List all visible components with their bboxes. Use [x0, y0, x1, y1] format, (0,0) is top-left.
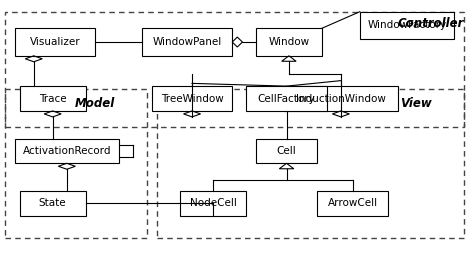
FancyBboxPatch shape	[15, 28, 95, 56]
FancyBboxPatch shape	[19, 191, 86, 216]
FancyBboxPatch shape	[180, 191, 246, 216]
Text: WindowPanel: WindowPanel	[153, 37, 222, 47]
FancyBboxPatch shape	[284, 86, 398, 111]
Text: InductionWindow: InductionWindow	[296, 94, 386, 104]
FancyBboxPatch shape	[19, 86, 86, 111]
FancyBboxPatch shape	[246, 86, 327, 111]
Text: WindowFactory: WindowFactory	[367, 20, 447, 30]
Text: NodeCell: NodeCell	[190, 198, 237, 208]
Text: View: View	[401, 97, 432, 110]
FancyBboxPatch shape	[256, 28, 322, 56]
FancyBboxPatch shape	[143, 28, 232, 56]
Text: Cell: Cell	[277, 146, 296, 156]
Text: CellFactory: CellFactory	[258, 94, 315, 104]
Text: State: State	[39, 198, 66, 208]
Text: TreeWindow: TreeWindow	[161, 94, 223, 104]
Text: ActivationRecord: ActivationRecord	[23, 146, 111, 156]
Text: Controller: Controller	[398, 17, 464, 30]
Text: ArrowCell: ArrowCell	[328, 198, 378, 208]
FancyBboxPatch shape	[360, 12, 454, 39]
Text: Visualizer: Visualizer	[30, 37, 80, 47]
FancyBboxPatch shape	[15, 138, 119, 163]
FancyBboxPatch shape	[317, 191, 388, 216]
Text: Model: Model	[75, 97, 115, 110]
FancyBboxPatch shape	[256, 138, 317, 163]
FancyBboxPatch shape	[152, 86, 232, 111]
Text: Trace: Trace	[39, 94, 66, 104]
Text: Window: Window	[268, 37, 310, 47]
